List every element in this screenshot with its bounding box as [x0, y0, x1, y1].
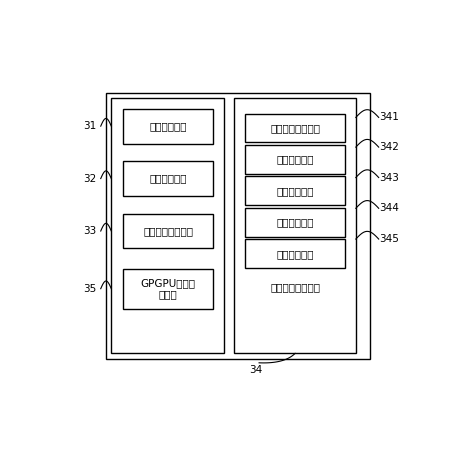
Bar: [123, 161, 213, 196]
Bar: [123, 213, 213, 248]
Text: 队列形成模块: 队列形成模块: [276, 154, 314, 164]
Text: 35: 35: [84, 284, 97, 294]
Bar: [245, 177, 345, 205]
Text: 线程分配模块: 线程分配模块: [276, 186, 314, 196]
Bar: [123, 109, 213, 143]
Text: 计算应用处理单元: 计算应用处理单元: [143, 226, 193, 236]
Text: 图形加速运算单元: 图形加速运算单元: [270, 282, 320, 292]
Text: 线程清除模块: 线程清除模块: [276, 249, 314, 259]
Bar: [123, 269, 213, 309]
Text: 34: 34: [249, 365, 262, 375]
Text: 应用判断单元: 应用判断单元: [149, 173, 187, 183]
Text: GPGPU线程处
理单元: GPGPU线程处 理单元: [141, 278, 196, 300]
Text: 345: 345: [379, 234, 399, 244]
Text: 33: 33: [84, 226, 97, 236]
Text: 32: 32: [84, 173, 97, 183]
Bar: [245, 145, 345, 174]
Text: 31: 31: [84, 121, 97, 131]
Text: 342: 342: [379, 142, 399, 152]
Bar: [245, 208, 345, 237]
Bar: [111, 98, 224, 353]
Text: 341: 341: [379, 113, 399, 123]
Bar: [106, 93, 370, 359]
Bar: [245, 239, 345, 268]
Text: 调用指令产生模块: 调用指令产生模块: [270, 123, 321, 133]
Bar: [245, 114, 345, 142]
Bar: [234, 98, 356, 353]
Text: 应用分配单元: 应用分配单元: [149, 121, 187, 131]
Text: 344: 344: [379, 203, 399, 213]
Text: 线程中断模块: 线程中断模块: [276, 217, 314, 227]
Text: 343: 343: [379, 173, 399, 183]
